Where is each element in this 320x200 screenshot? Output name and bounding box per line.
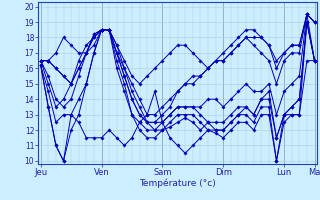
X-axis label: Température (°c): Température (°c) (139, 179, 216, 188)
